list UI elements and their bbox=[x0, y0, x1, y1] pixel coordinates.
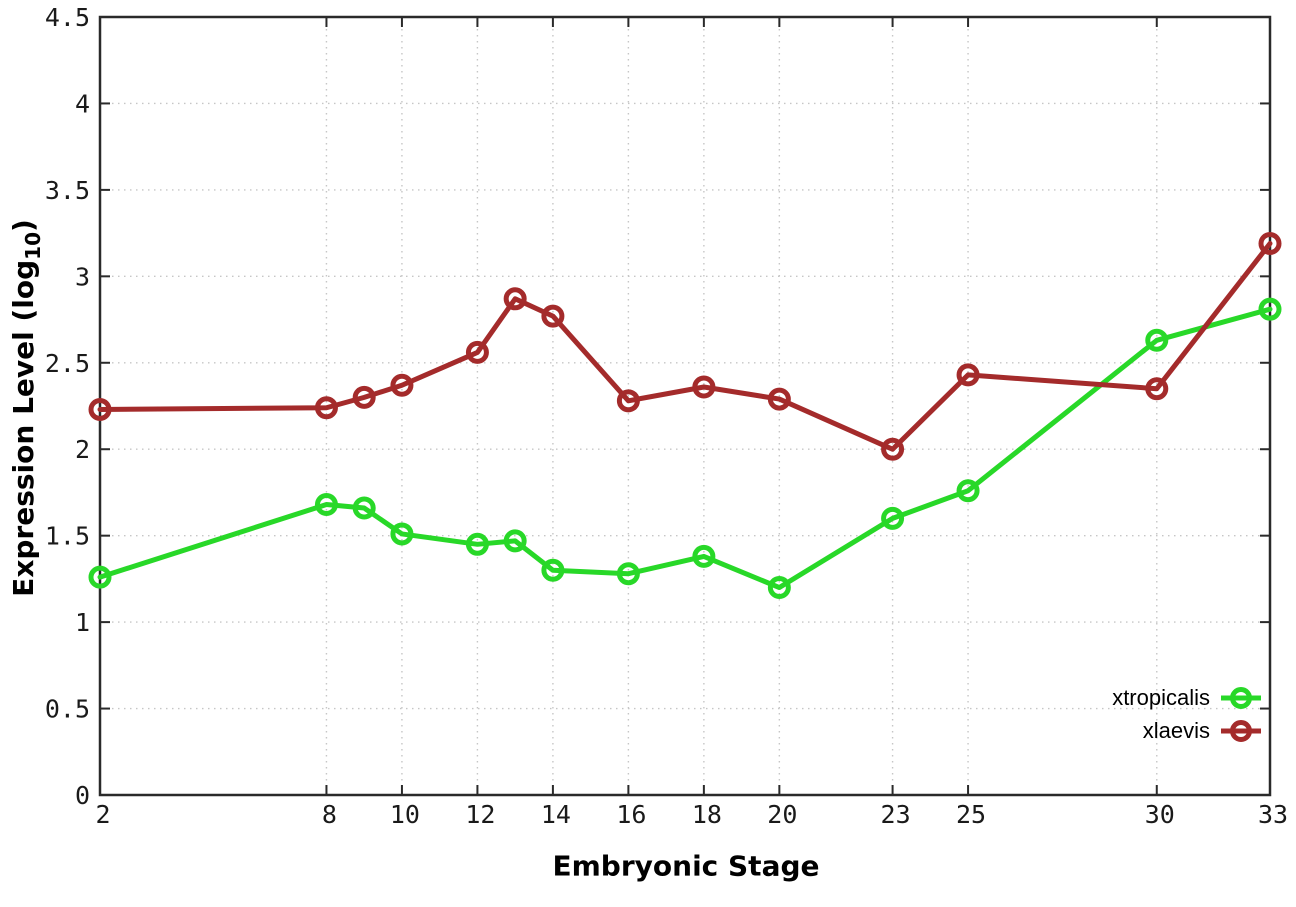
data-point-marker bbox=[503, 529, 527, 553]
x-tick-label: 23 bbox=[881, 800, 911, 829]
data-point-marker bbox=[541, 558, 565, 582]
x-tick-label: 25 bbox=[956, 800, 986, 829]
y-axis-title-suffix: ) bbox=[7, 219, 40, 232]
data-point-marker bbox=[352, 496, 376, 520]
data-point-marker bbox=[881, 437, 905, 461]
y-tick-label: 2 bbox=[75, 435, 90, 464]
data-point-marker bbox=[692, 544, 716, 568]
data-point-marker bbox=[88, 397, 112, 421]
data-point-marker bbox=[616, 562, 640, 586]
data-point-marker bbox=[956, 479, 980, 503]
data-point-marker bbox=[465, 340, 489, 364]
data-point-marker bbox=[956, 363, 980, 387]
y-tick-label: 1.5 bbox=[45, 522, 90, 551]
x-axis-title: Embryonic Stage bbox=[552, 849, 820, 883]
data-point-marker bbox=[88, 565, 112, 589]
series-line-xtropicalis bbox=[97, 306, 1273, 591]
y-tick-label: 1 bbox=[75, 608, 90, 637]
data-point-marker bbox=[314, 493, 338, 517]
data-point-marker bbox=[503, 287, 527, 311]
series-line-xlaevis bbox=[97, 240, 1273, 452]
x-tick-label: 8 bbox=[322, 800, 337, 829]
x-tick-label: 30 bbox=[1145, 800, 1175, 829]
data-point-marker bbox=[314, 396, 338, 420]
x-tick-label: 2 bbox=[95, 800, 110, 829]
y-axis-title-subscript: 10 bbox=[21, 231, 45, 260]
legend-label-xlaevis: xlaevis bbox=[1142, 718, 1210, 743]
data-point-marker bbox=[352, 385, 376, 409]
y-tick-label: 4.5 bbox=[45, 3, 90, 32]
data-point-marker bbox=[767, 576, 791, 600]
x-tick-label: 20 bbox=[767, 800, 797, 829]
legend-marker-xtropicalis-icon bbox=[1221, 687, 1261, 709]
data-point-marker bbox=[390, 373, 414, 397]
data-point-marker bbox=[1145, 377, 1169, 401]
y-tick-labels: 0 0.5 1 1.5 2 2.5 3 3.5 4 4.5 bbox=[45, 3, 90, 810]
series-xtropicalis bbox=[88, 297, 1282, 600]
gridlines bbox=[100, 17, 1270, 795]
data-point-marker bbox=[1145, 328, 1169, 352]
x-tick-label: 33 bbox=[1258, 800, 1288, 829]
data-point-marker bbox=[465, 532, 489, 556]
x-tick-label: 10 bbox=[390, 800, 420, 829]
legend-row-xtropicalis: xtropicalis bbox=[1112, 684, 1262, 712]
x-tick-label: 16 bbox=[616, 800, 646, 829]
legend-label-xtropicalis: xtropicalis bbox=[1112, 685, 1210, 710]
plot-border bbox=[98, 15, 1272, 797]
legend-marker-xlaevis-icon bbox=[1221, 720, 1261, 742]
x-tick-label: 14 bbox=[541, 800, 571, 829]
data-point-marker bbox=[616, 389, 640, 413]
data-point-marker bbox=[390, 522, 414, 546]
data-point-marker bbox=[541, 304, 565, 328]
x-tick-labels: 2 8 10 12 14 16 18 20 23 25 30 33 bbox=[95, 800, 1288, 829]
data-point-marker bbox=[692, 375, 716, 399]
x-tick-label: 18 bbox=[692, 800, 722, 829]
legend: xtropicalis xlaevis bbox=[1112, 684, 1262, 745]
y-tick-label: 4 bbox=[75, 89, 90, 118]
y-tick-label: 3.5 bbox=[45, 176, 90, 205]
y-tick-label: 2.5 bbox=[45, 349, 90, 378]
x-tick-label: 12 bbox=[465, 800, 495, 829]
y-tick-label: 3 bbox=[75, 262, 90, 291]
y-axis-title-text: Expression Level (log bbox=[7, 259, 40, 597]
series-xlaevis bbox=[88, 231, 1282, 461]
data-point-marker bbox=[767, 387, 791, 411]
y-tick-label: 0 bbox=[75, 781, 90, 810]
data-point-marker bbox=[1258, 231, 1282, 255]
data-point-marker bbox=[881, 506, 905, 530]
data-point-marker bbox=[1258, 297, 1282, 321]
legend-row-xlaevis: xlaevis bbox=[1143, 717, 1262, 745]
y-tick-label: 0.5 bbox=[45, 695, 90, 724]
y-axis-title: Expression Level (log10) bbox=[7, 219, 45, 597]
